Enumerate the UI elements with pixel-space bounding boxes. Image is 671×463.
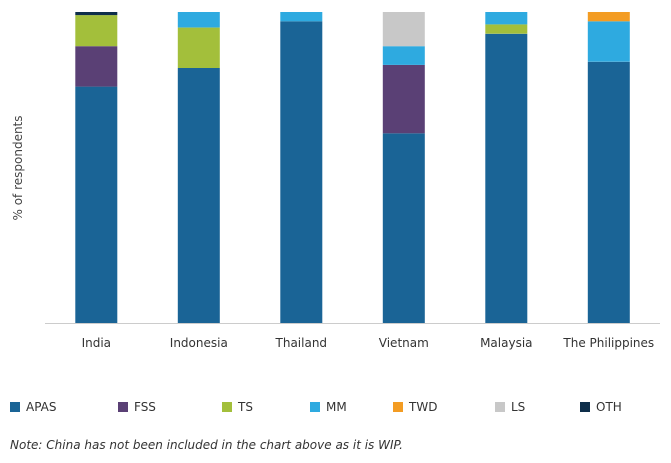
bar-segment-apas-2 [280,21,323,324]
legend-item-fss: FSS [118,400,156,414]
bar-segment-apas-0 [75,86,118,323]
bar-segment-ts-1 [177,27,220,69]
x-tick-label-1: Indonesia [170,336,228,350]
legend-item-oth: OTH [580,400,622,414]
legend-item-mm: MM [310,400,347,414]
legend-item-apas: APAS [10,400,57,414]
bars-layer [75,12,630,324]
stacked-bar-chart: India Indonesia Thailand Vietnam Malaysia The… [11,12,660,350]
x-tick-label-3: Vietnam [379,336,429,350]
bar-segment-mm-4 [485,12,528,25]
bar-segment-mm-5 [587,21,630,62]
x-tick-label-4: Malaysia [480,336,532,350]
bar-segment-mm-3 [382,46,425,65]
bar-segment-apas-1 [177,68,220,323]
legend-swatch [580,402,590,412]
bar-segment-twd-5 [587,12,630,22]
legend-swatch [393,402,403,412]
bar-segment-mm-1 [177,12,220,28]
legend-label: OTH [596,400,622,414]
bar-segment-fss-0 [75,46,118,87]
legend-label: TS [238,400,253,414]
legend-label: APAS [26,400,57,414]
bar-segment-apas-4 [485,33,528,324]
bar-segment-oth-0 [75,12,118,16]
legend-swatch [495,402,505,412]
x-tick-label-5: The Philippines [562,336,654,350]
bar-segment-ls-3 [382,12,425,47]
bar-segment-apas-3 [382,133,425,323]
legend: APAS FSS TS MM TWD LS OTH [10,400,665,420]
y-axis-label: % of respondents [11,115,25,220]
legend-label: MM [326,400,347,414]
bar-segment-apas-5 [587,61,630,324]
x-tick-labels: India Indonesia Thailand Vietnam Malaysia The… [82,336,655,350]
legend-label: LS [511,400,526,414]
legend-swatch [310,402,320,412]
bar-segment-ts-0 [75,15,118,47]
legend-swatch [222,402,232,412]
legend-swatch [118,402,128,412]
legend-item-ls: LS [495,400,525,414]
bar-segment-fss-3 [382,64,425,134]
legend-label: TWD [409,400,438,414]
legend-swatch [10,402,20,412]
bar-segment-mm-2 [280,12,323,22]
legend-item-ts: TS [222,400,253,414]
bar-segment-ts-4 [485,24,528,34]
x-tick-label-2: Thailand [275,336,328,350]
footnote: Note: China has not been included in the… [10,438,403,452]
legend-label: FSS [134,400,156,414]
x-tick-label-0: India [82,336,111,350]
legend-item-twd: TWD [393,400,437,414]
